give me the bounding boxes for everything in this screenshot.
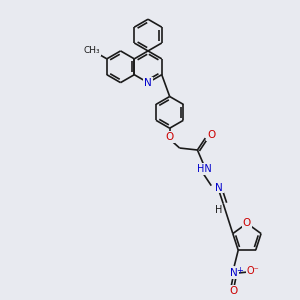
- Text: O: O: [207, 130, 215, 140]
- Text: +: +: [236, 266, 243, 274]
- Text: O⁻: O⁻: [247, 266, 260, 276]
- Text: H: H: [214, 206, 222, 215]
- Text: O: O: [166, 132, 174, 142]
- Text: HN: HN: [197, 164, 212, 174]
- Text: N: N: [230, 268, 238, 278]
- Text: O: O: [229, 286, 237, 296]
- Text: N: N: [215, 183, 223, 193]
- Text: N: N: [144, 78, 152, 88]
- Text: CH₃: CH₃: [84, 46, 101, 55]
- Text: O: O: [243, 218, 251, 228]
